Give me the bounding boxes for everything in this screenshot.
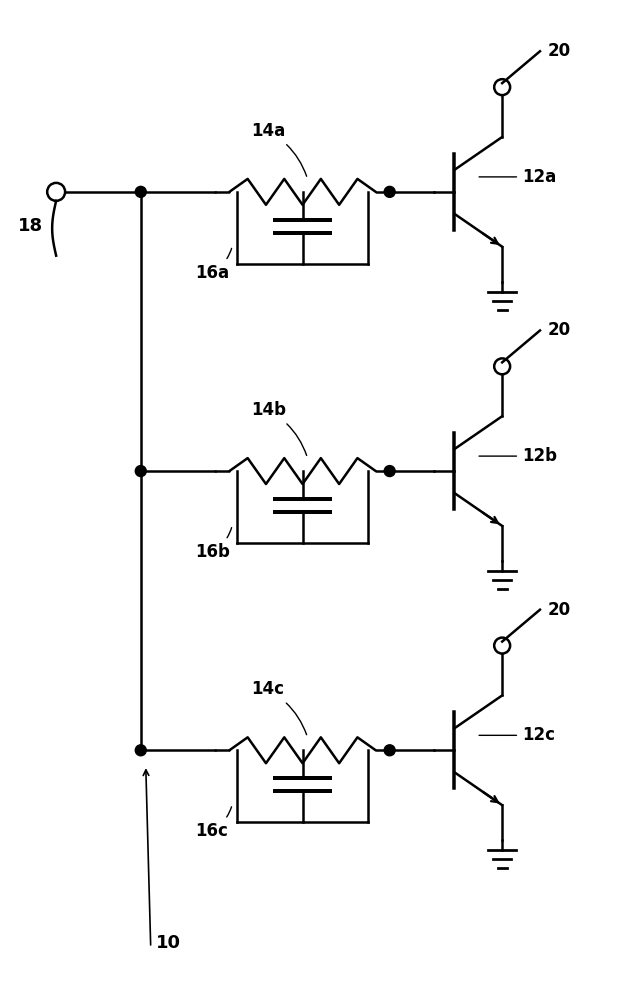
Text: 16b: 16b [195,527,232,561]
Circle shape [384,745,395,756]
Text: 14c: 14c [251,681,306,734]
Text: 10: 10 [156,934,181,951]
Text: 14b: 14b [251,401,306,456]
Circle shape [135,745,146,756]
Circle shape [384,466,395,477]
Circle shape [135,186,146,197]
Text: 16c: 16c [195,807,232,840]
Text: 12c: 12c [479,726,555,744]
Text: 20: 20 [548,601,571,618]
Text: 12b: 12b [479,447,557,465]
Text: 20: 20 [548,321,571,340]
Circle shape [384,186,395,197]
Text: 16a: 16a [195,249,232,281]
Text: 18: 18 [18,217,43,235]
Text: 20: 20 [548,43,571,60]
Text: 12a: 12a [479,167,556,186]
Circle shape [135,466,146,477]
Text: 14a: 14a [251,122,306,176]
